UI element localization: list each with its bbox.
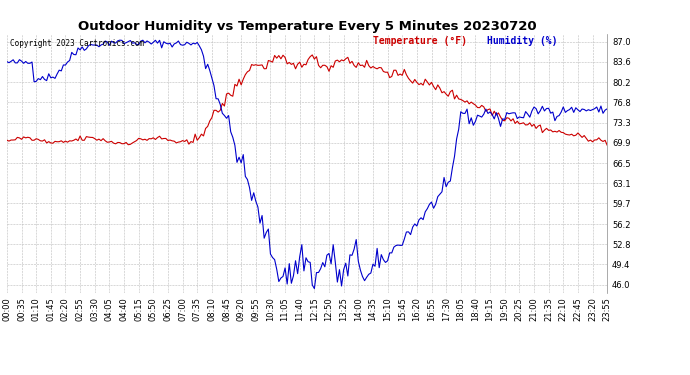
- Text: Copyright 2023 Cartronics.com: Copyright 2023 Cartronics.com: [10, 39, 144, 48]
- Text: Temperature (°F): Temperature (°F): [373, 36, 467, 46]
- Title: Outdoor Humidity vs Temperature Every 5 Minutes 20230720: Outdoor Humidity vs Temperature Every 5 …: [78, 20, 536, 33]
- Text: Humidity (%): Humidity (%): [487, 36, 558, 46]
